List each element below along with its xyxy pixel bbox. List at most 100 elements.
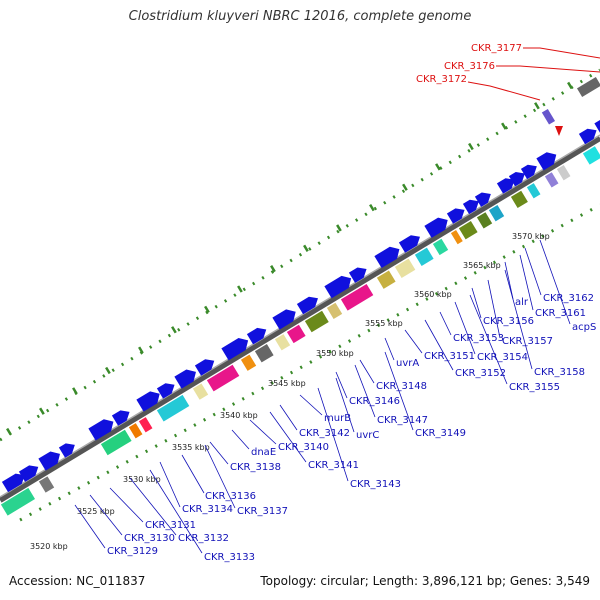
gene-arrow xyxy=(536,152,557,171)
outer-ring-tick xyxy=(105,366,111,375)
red-label-ckr-3177: CKR_3177 xyxy=(471,43,522,54)
gene-arrow xyxy=(594,119,600,136)
gene-label-leader xyxy=(359,359,375,384)
gene-label-ckr-3151: CKR_3151 xyxy=(424,351,475,362)
outer-ring-tick xyxy=(336,224,342,232)
gene-label-ckr-3157: CKR_3157 xyxy=(502,336,553,347)
gene-label-leader xyxy=(454,301,476,355)
gene-arrow xyxy=(496,178,515,194)
gene-arrow xyxy=(374,246,400,269)
gene-label-acps: acpS xyxy=(572,322,596,333)
gene-arrow xyxy=(424,217,448,238)
gene-block xyxy=(304,310,329,333)
gene-arrow xyxy=(272,309,296,330)
gene-block xyxy=(582,146,600,165)
gene-block xyxy=(526,183,541,199)
accession-text: Accession: NC_011837 xyxy=(9,574,146,588)
gene-label-leader xyxy=(249,419,277,445)
gene-arrow xyxy=(18,465,39,482)
gene-label-ckr-3148: CKR_3148 xyxy=(376,381,427,392)
gene-label-leader xyxy=(519,254,534,311)
gene-block xyxy=(458,221,478,240)
outer-ring-tick xyxy=(204,305,210,314)
gene-label-ckr-3146: CKR_3146 xyxy=(349,396,400,407)
gene-arrow xyxy=(194,359,215,376)
gene-label-ckr-3132: CKR_3132 xyxy=(178,533,229,544)
gene-label-murb: murB xyxy=(324,413,351,424)
gene-arrow xyxy=(508,171,525,187)
gene-arrow xyxy=(38,451,60,471)
gene-block xyxy=(286,324,306,344)
gene-label-leader xyxy=(471,287,482,319)
red-label-ckr-3176: CKR_3176 xyxy=(444,61,495,72)
gene-block xyxy=(206,364,240,392)
outer-ring-tick xyxy=(72,387,78,395)
gene-arrow xyxy=(136,391,160,412)
scale-label-3550: 3550 kbp xyxy=(316,349,354,358)
gene-arrow xyxy=(348,267,367,283)
gene-arrow xyxy=(324,275,352,299)
gene-label-leader xyxy=(384,351,414,431)
gene-label-ckr-3129: CKR_3129 xyxy=(107,546,158,557)
outer-ring-tick xyxy=(501,122,507,130)
gene-label-ckr-3162: CKR_3162 xyxy=(543,293,594,304)
outer-ring-tick xyxy=(138,346,144,354)
scale-label-3565: 3565 kbp xyxy=(463,261,501,270)
gene-block xyxy=(138,417,153,433)
scale-labels: 3520 kbp 3525 kbp 3530 kbp 3535 kbp 3540… xyxy=(30,232,550,551)
gene-arrow xyxy=(111,410,130,426)
gene-arrow-track xyxy=(1,119,600,493)
gene-block xyxy=(394,258,416,279)
gene-label-leader xyxy=(209,441,229,465)
outer-ring-tick xyxy=(567,81,573,90)
gene-block xyxy=(510,190,528,209)
gene-block xyxy=(156,394,190,422)
gene-label-leader xyxy=(539,239,571,325)
red-label-ckr-3172: CKR_3172 xyxy=(416,74,467,85)
gene-label-leader xyxy=(159,461,181,508)
gene-block xyxy=(556,165,571,181)
gene-arrow xyxy=(520,164,537,180)
gene-arrow xyxy=(1,473,25,493)
gene-label-leader xyxy=(335,377,355,433)
gene-block xyxy=(340,283,374,311)
gene-block xyxy=(488,205,505,222)
gene-arrow xyxy=(156,383,175,399)
gene-block xyxy=(414,247,434,266)
gene-arrow xyxy=(578,128,597,145)
gene-label-leader xyxy=(384,337,395,361)
outer-ring-tick xyxy=(171,326,177,334)
gene-block xyxy=(254,344,274,363)
scale-label-3555: 3555 kbp xyxy=(365,319,403,328)
gene-label-leader xyxy=(279,404,298,431)
gene-label-ckr-3134: CKR_3134 xyxy=(182,504,233,515)
gene-label-leader xyxy=(89,494,123,536)
gene-label-leader xyxy=(504,261,514,300)
gene-arrow xyxy=(462,199,479,215)
gene-label-leader xyxy=(504,269,533,370)
gene-label-ckr-3149: CKR_3149 xyxy=(415,428,466,439)
gene-block xyxy=(326,302,343,320)
scale-label-3530: 3530 kbp xyxy=(123,475,161,484)
gene-label-leader xyxy=(74,504,106,549)
gene-label-leader xyxy=(424,319,454,371)
gene-label-ckr-3152: CKR_3152 xyxy=(455,368,506,379)
gene-label-leader xyxy=(109,487,144,523)
gene-label-leader xyxy=(269,411,307,463)
gene-label-ckr-3156: CKR_3156 xyxy=(483,316,534,327)
outer-ring-tick xyxy=(534,102,540,110)
gene-label-ckr-3131: CKR_3131 xyxy=(145,520,196,531)
gene-label-leader xyxy=(439,311,452,336)
gene-block xyxy=(476,212,493,229)
red-label-leaders xyxy=(467,47,600,101)
gene-arrow xyxy=(446,208,465,224)
gene-label-alr: alr xyxy=(515,297,529,308)
gene-label-ckr-3143: CKR_3143 xyxy=(350,479,401,490)
outer-ring-tick xyxy=(237,285,243,293)
gene-block xyxy=(544,172,559,188)
gene-label-leaders xyxy=(74,239,571,554)
gene-block xyxy=(432,238,449,256)
scale-label-3560: 3560 kbp xyxy=(414,290,452,299)
gene-arrow xyxy=(88,419,114,441)
